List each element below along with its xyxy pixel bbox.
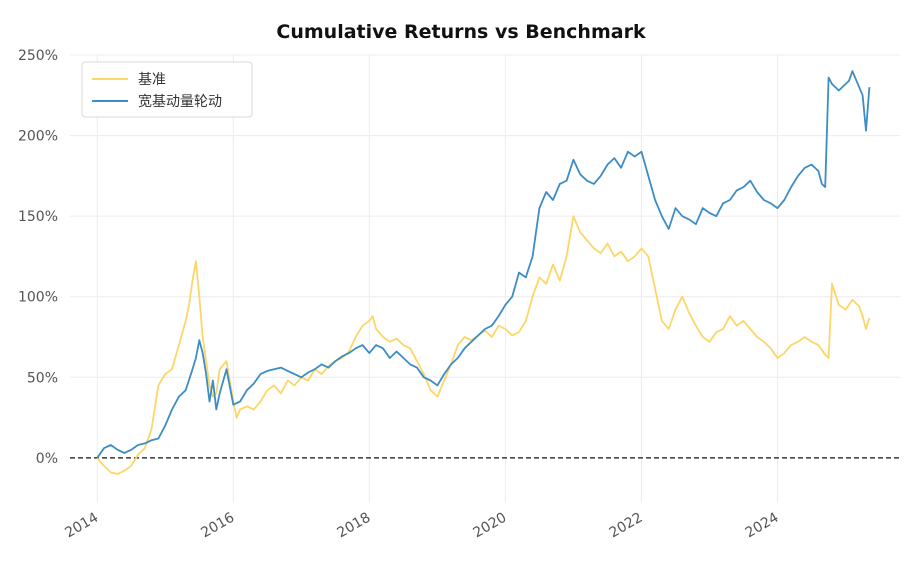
y-tick-label: 250% [18,48,58,64]
legend-label-benchmark: 基准 [138,71,166,88]
chart-title: Cumulative Returns vs Benchmark [276,21,646,43]
series-line-strategy [96,70,871,459]
y-tick-label: 0% [36,451,58,467]
legend: 基准 宽基动量轮动 [81,61,253,118]
grid-layer [70,54,900,503]
legend-box [81,61,253,118]
y-tick-label: 200% [18,129,58,145]
y-tick-label: 50% [27,370,58,386]
legend-label-strategy: 宽基动量轮动 [138,93,222,110]
y-tick-label: 150% [18,209,58,225]
series-layer [96,70,871,475]
y-tick-label: 100% [18,290,58,306]
